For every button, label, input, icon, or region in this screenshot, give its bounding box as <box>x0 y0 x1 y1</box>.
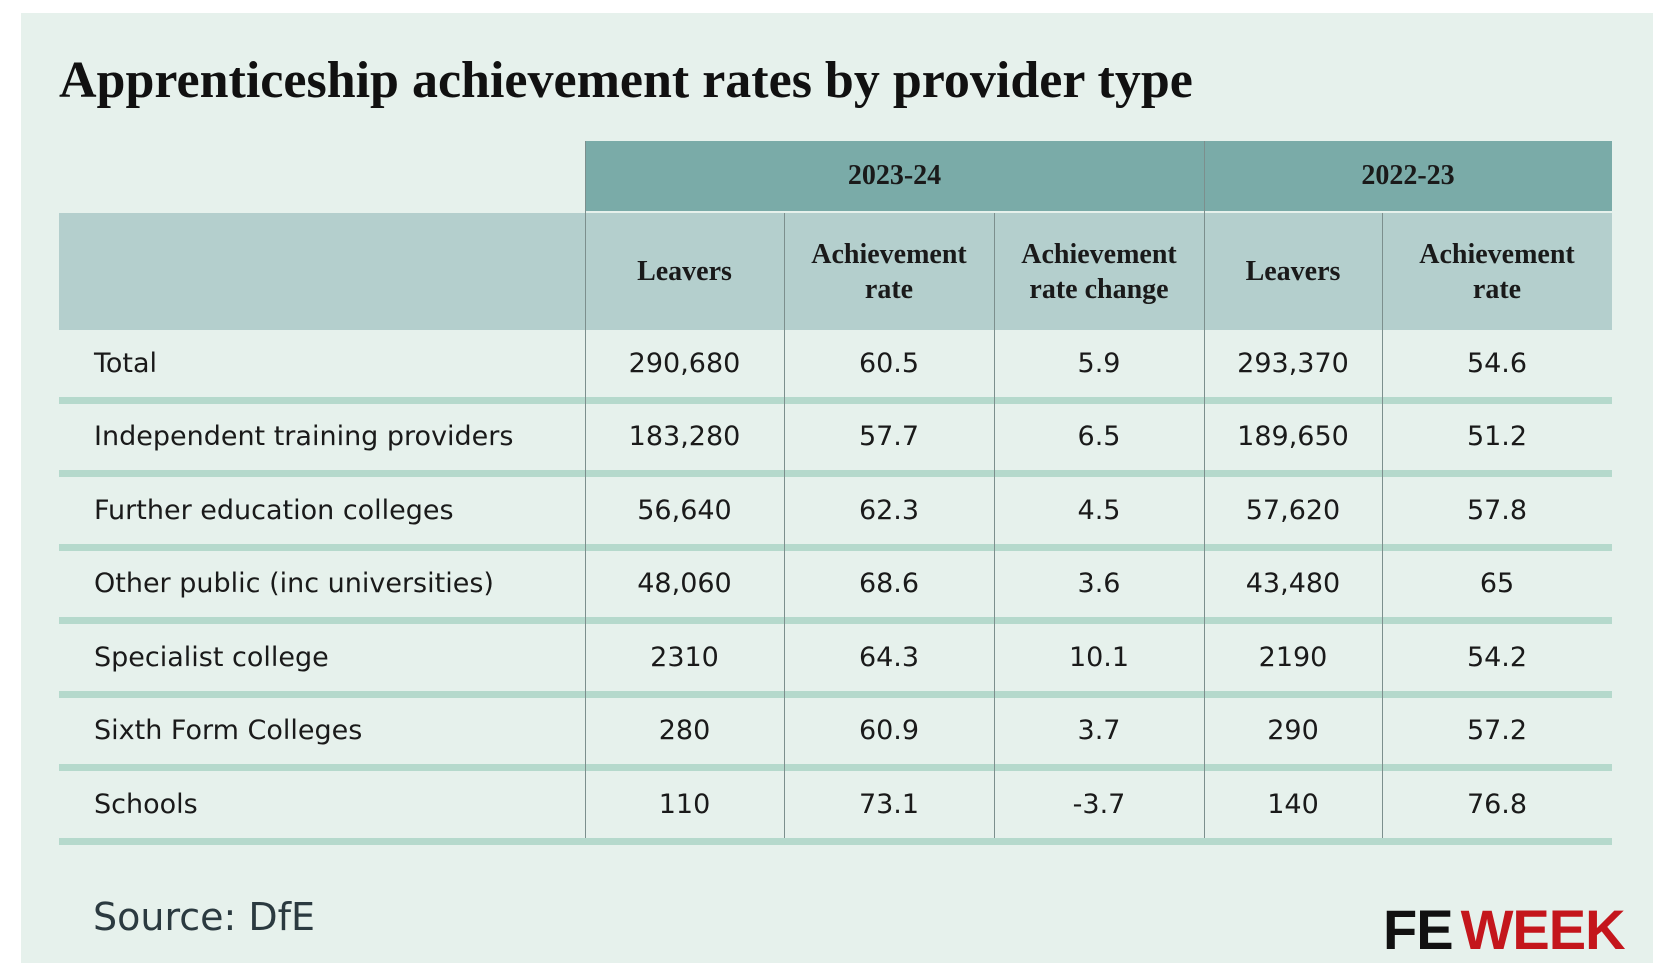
column-divider <box>784 213 785 838</box>
cell-value: -3.7 <box>1072 788 1126 820</box>
cell-value: 2190 <box>1258 641 1328 673</box>
logo: FE WEEK <box>1383 897 1626 962</box>
row-label: Other public (inc universities) <box>94 568 494 600</box>
column-divider <box>585 141 586 838</box>
cell-value: 62.3 <box>858 494 920 526</box>
cell-value: 43,480 <box>1245 568 1341 600</box>
cell-value: 51.2 <box>1466 421 1528 453</box>
cell-value: 140 <box>1267 788 1319 820</box>
cell-value: 290,680 <box>628 347 741 379</box>
row-label: Further education colleges <box>94 494 454 526</box>
logo-week: WEEK <box>1460 898 1626 961</box>
group-header: 2023-24 <box>585 141 1204 211</box>
cell-value: 110 <box>658 788 711 820</box>
cell-value: 5.9 <box>1077 347 1121 379</box>
cell-value: 189,650 <box>1237 421 1349 453</box>
cell-value: 64.3 <box>858 641 920 673</box>
cell-value: 183,280 <box>628 421 741 453</box>
cell-value: 60.9 <box>858 715 920 747</box>
row-separator <box>59 617 1612 624</box>
cell-value: 2310 <box>650 641 719 673</box>
cell-value: 6.5 <box>1077 421 1121 453</box>
panel: Apprenticeship achievement rates by prov… <box>21 13 1653 963</box>
row-separator <box>59 690 1612 698</box>
column-divider <box>1382 213 1383 838</box>
source: Source: DfE <box>93 895 316 939</box>
cell-value: 57.8 <box>1466 494 1528 526</box>
cell-value: 293,370 <box>1237 347 1349 379</box>
row-separator <box>59 543 1612 551</box>
row-label: Independent training providers <box>94 421 514 453</box>
row-separator <box>59 764 1612 771</box>
cell-value: 4.5 <box>1077 494 1121 526</box>
cell-value: 65 <box>1479 568 1515 600</box>
cell-value: 290 <box>1267 715 1319 747</box>
column-header: Achievement rate <box>1382 213 1612 330</box>
row-separator <box>59 470 1612 477</box>
cell-value: 57.7 <box>858 421 920 453</box>
cell-value: 280 <box>658 715 711 747</box>
title: Apprenticeship achievement rates by prov… <box>59 52 1193 109</box>
cell-value: 76.8 <box>1466 788 1528 820</box>
cell-value: 57,620 <box>1245 494 1341 526</box>
row-label: Specialist college <box>94 641 329 673</box>
cell-value: 60.5 <box>858 347 920 379</box>
column-header: Leavers <box>585 213 784 330</box>
logo-fe: FE <box>1383 898 1454 961</box>
group-header: 2022-23 <box>1204 141 1612 211</box>
column-divider <box>994 213 995 838</box>
cell-value: 57.2 <box>1466 715 1528 747</box>
cell-value: 3.7 <box>1077 715 1121 747</box>
column-divider <box>1204 141 1205 838</box>
cell-value: 73.1 <box>858 788 920 820</box>
cell-value: 54.6 <box>1466 347 1528 379</box>
column-header: Leavers <box>1204 213 1382 330</box>
cell-value: 10.1 <box>1068 641 1130 673</box>
row-label: Sixth Form Colleges <box>94 715 363 747</box>
row-label: Total <box>94 347 158 379</box>
row-separator <box>59 837 1612 845</box>
column-header: Achievement rate <box>784 213 994 330</box>
cell-value: 56,640 <box>637 494 732 526</box>
cell-value: 48,060 <box>637 568 732 600</box>
cell-value: 68.6 <box>858 568 920 600</box>
row-label: Schools <box>94 788 198 820</box>
header-blank <box>59 213 585 330</box>
column-header: Achievement rate change <box>994 213 1204 330</box>
cell-value: 54.2 <box>1466 641 1528 673</box>
row-separator <box>59 396 1612 404</box>
cell-value: 3.6 <box>1077 568 1121 600</box>
